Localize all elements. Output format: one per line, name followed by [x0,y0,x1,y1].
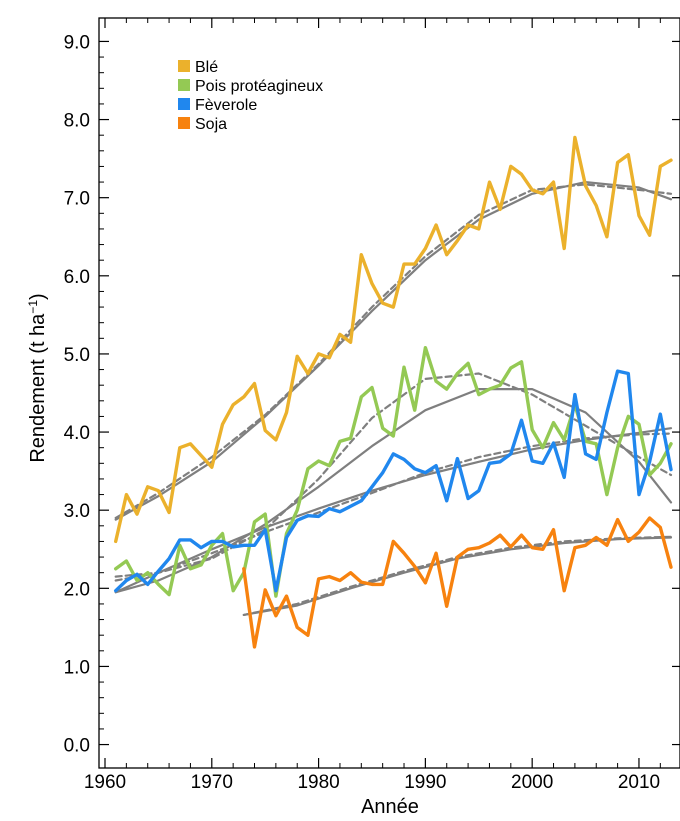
axis-ticks: 0.0 1.0 2.0 3.0 4.0 5.0 6.0 7.0 8.0 9.0 1960 1970 19… [64,18,680,793]
trend-lines [114,181,673,617]
y-tick-label: 7.0 [64,189,90,210]
x-tick-label: 1970 [191,772,233,793]
series-line-0 [113,135,673,544]
series-line-3 [242,516,673,649]
y-tick-label: 8.0 [64,111,90,132]
y-tick-label: 5.0 [64,345,90,366]
legend-label: Pois protéagineux [195,78,323,95]
y-tick-label: 9.0 [64,32,90,53]
y-axis-title: Rendement (t ha−1) [26,293,49,462]
y-tick-label: 3.0 [64,501,90,522]
y-axis-title-superscript: −1 [26,300,40,314]
legend-label: Fèverole [195,97,257,114]
solid-trend-line-0 [114,181,673,521]
dashed-trend-line-1 [114,183,673,520]
solid-trend-line-6 [242,536,673,617]
y-axis-title-main: Rendement (t ha [27,313,49,463]
series-line-2 [113,369,673,593]
legend-label: Blé [195,59,218,76]
x-axis-title: Année [361,796,419,818]
y-tick-label: 1.0 [64,657,90,678]
legend-label: Soja [195,116,227,133]
x-tick-label: 1960 [84,772,126,793]
legend-swatch [178,98,190,110]
dashed-trend-line-5 [114,432,673,582]
x-tick-label: 2000 [511,772,553,793]
y-axis-title-close: ) [27,293,49,300]
x-tick-label: 2010 [618,772,660,793]
legend-swatch [178,60,190,72]
y-tick-label: 2.0 [64,579,90,600]
legend: Blé Pois protéagineux Fèverole Soja [178,59,323,133]
y-tick-label: 4.0 [64,423,90,444]
plot-frame [98,17,680,769]
y-tick-label: 0.0 [64,736,90,757]
series-lines [113,135,673,649]
y-tick-label: 6.0 [64,267,90,288]
x-tick-label: 1980 [297,772,339,793]
legend-swatch [178,117,190,129]
legend-swatch [178,79,190,91]
x-tick-label: 1990 [404,772,446,793]
